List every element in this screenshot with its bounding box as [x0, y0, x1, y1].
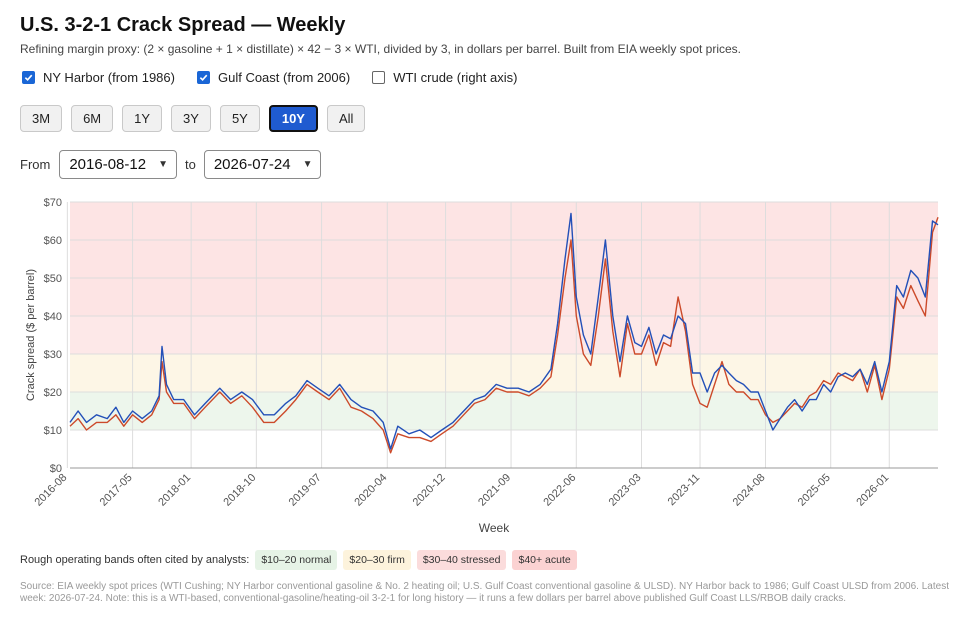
toggle-wti-crude[interactable]: WTI crude (right axis)	[372, 70, 517, 85]
ny-harbor-checkbox[interactable]	[22, 71, 35, 84]
series-toggles: NY Harbor (from 1986) Gulf Coast (from 2…	[22, 70, 539, 85]
series-ny-harbor-line	[69, 212, 939, 450]
x-tick-label: 2018-01	[156, 472, 193, 509]
x-tick-label: 2026-01	[854, 472, 891, 509]
toggle-gulf-coast[interactable]: Gulf Coast (from 2006)	[196, 70, 351, 85]
band-acute	[70, 202, 938, 316]
x-tick-label: 2020-12	[411, 472, 448, 509]
y-axis-title: Crack spread ($ per barrel)	[25, 269, 37, 401]
range-3y-button[interactable]: 3Y	[171, 105, 211, 132]
x-tick-label: 2018-10	[221, 472, 258, 509]
range-6m-button[interactable]: 6M	[71, 105, 114, 132]
band-stressed	[70, 316, 938, 354]
x-tick-label: 2019-07	[287, 472, 324, 509]
range-all-button[interactable]: All	[326, 105, 366, 132]
band-firm	[70, 354, 938, 392]
y-tick-label: $30	[44, 349, 62, 361]
band-firm: $20–30 firm	[343, 550, 411, 570]
operating-bands-legend: Rough operating bands often cited by ana…	[20, 550, 577, 570]
x-axis-title: Week	[479, 521, 510, 535]
y-tick-label: $60	[44, 235, 62, 247]
to-label: to	[184, 157, 196, 172]
x-tick-label: 2023-03	[607, 472, 644, 509]
wti-crude-checkbox[interactable]	[372, 71, 386, 84]
band-acute: $40+ acute	[512, 550, 577, 570]
y-tick-label: $0	[50, 463, 62, 475]
to-date-value: 2026-07-24	[213, 156, 291, 173]
gulf-coast-checkbox[interactable]	[196, 71, 210, 84]
bands-intro: Rough operating bands often cited by ana…	[20, 554, 250, 566]
x-tick-label: 2021-09	[476, 472, 513, 509]
source-note: Source: EIA weekly spot prices (WTI Cush…	[20, 581, 949, 604]
chevron-down-icon: ▼	[302, 159, 313, 170]
x-tick-label: 2020-04	[352, 472, 389, 509]
y-tick-label: $20	[44, 387, 62, 399]
to-date-select[interactable]: 2026-07-24 ▼	[203, 150, 322, 179]
band-stressed: $30–40 stressed	[416, 550, 507, 570]
range-10y-button[interactable]: 10Y	[268, 105, 318, 132]
y-tick-label: $10	[44, 425, 62, 437]
range-5y-button[interactable]: 5Y	[219, 105, 260, 132]
gulf-coast-label: Gulf Coast (from 2006)	[217, 70, 351, 85]
y-tick-label: $50	[44, 273, 62, 285]
from-date-select[interactable]: 2016-08-12 ▼	[59, 150, 177, 179]
x-tick-label: 2016-08	[32, 472, 69, 509]
band-normal: $10–20 normal	[255, 550, 338, 570]
from-date-value: 2016-08-12	[69, 156, 147, 173]
x-tick-label: 2025-05	[796, 472, 833, 509]
y-tick-label: $40	[44, 311, 62, 323]
crack-spread-chart: $0 $10 $20 $30 $40 $50 $60 $70 2016-08 2017-05 201…	[25, 197, 939, 535]
date-range-row: From 2016-08-12 ▼ to 2026-07-24 ▼	[20, 150, 322, 179]
x-tick-label: 2023-11	[666, 472, 702, 508]
wti-crude-label: WTI crude (right axis)	[393, 70, 518, 85]
y-tick-label: $70	[44, 197, 62, 209]
x-tick-label: 2024-08	[731, 472, 768, 509]
x-tick-label: 2022-06	[541, 472, 578, 509]
range-1y-button[interactable]: 1Y	[122, 105, 163, 132]
toggle-ny-harbor[interactable]: NY Harbor (from 1986)	[22, 70, 175, 85]
series-gulf-coast-line	[69, 216, 939, 454]
chevron-down-icon: ▼	[158, 159, 168, 170]
from-label: From	[20, 157, 51, 172]
page-title: U.S. 3-2-1 Crack Spread — Weekly	[20, 14, 346, 36]
x-tick-label: 2017-05	[98, 472, 135, 509]
page-subtitle: Refining margin proxy: (2 × gasoline + 1…	[20, 42, 742, 56]
ny-harbor-label: NY Harbor (from 1986)	[43, 70, 175, 85]
range-3m-button[interactable]: 3M	[20, 105, 63, 132]
range-buttons: 3M 6M 1Y 3Y 5Y 10Y All	[20, 105, 374, 132]
